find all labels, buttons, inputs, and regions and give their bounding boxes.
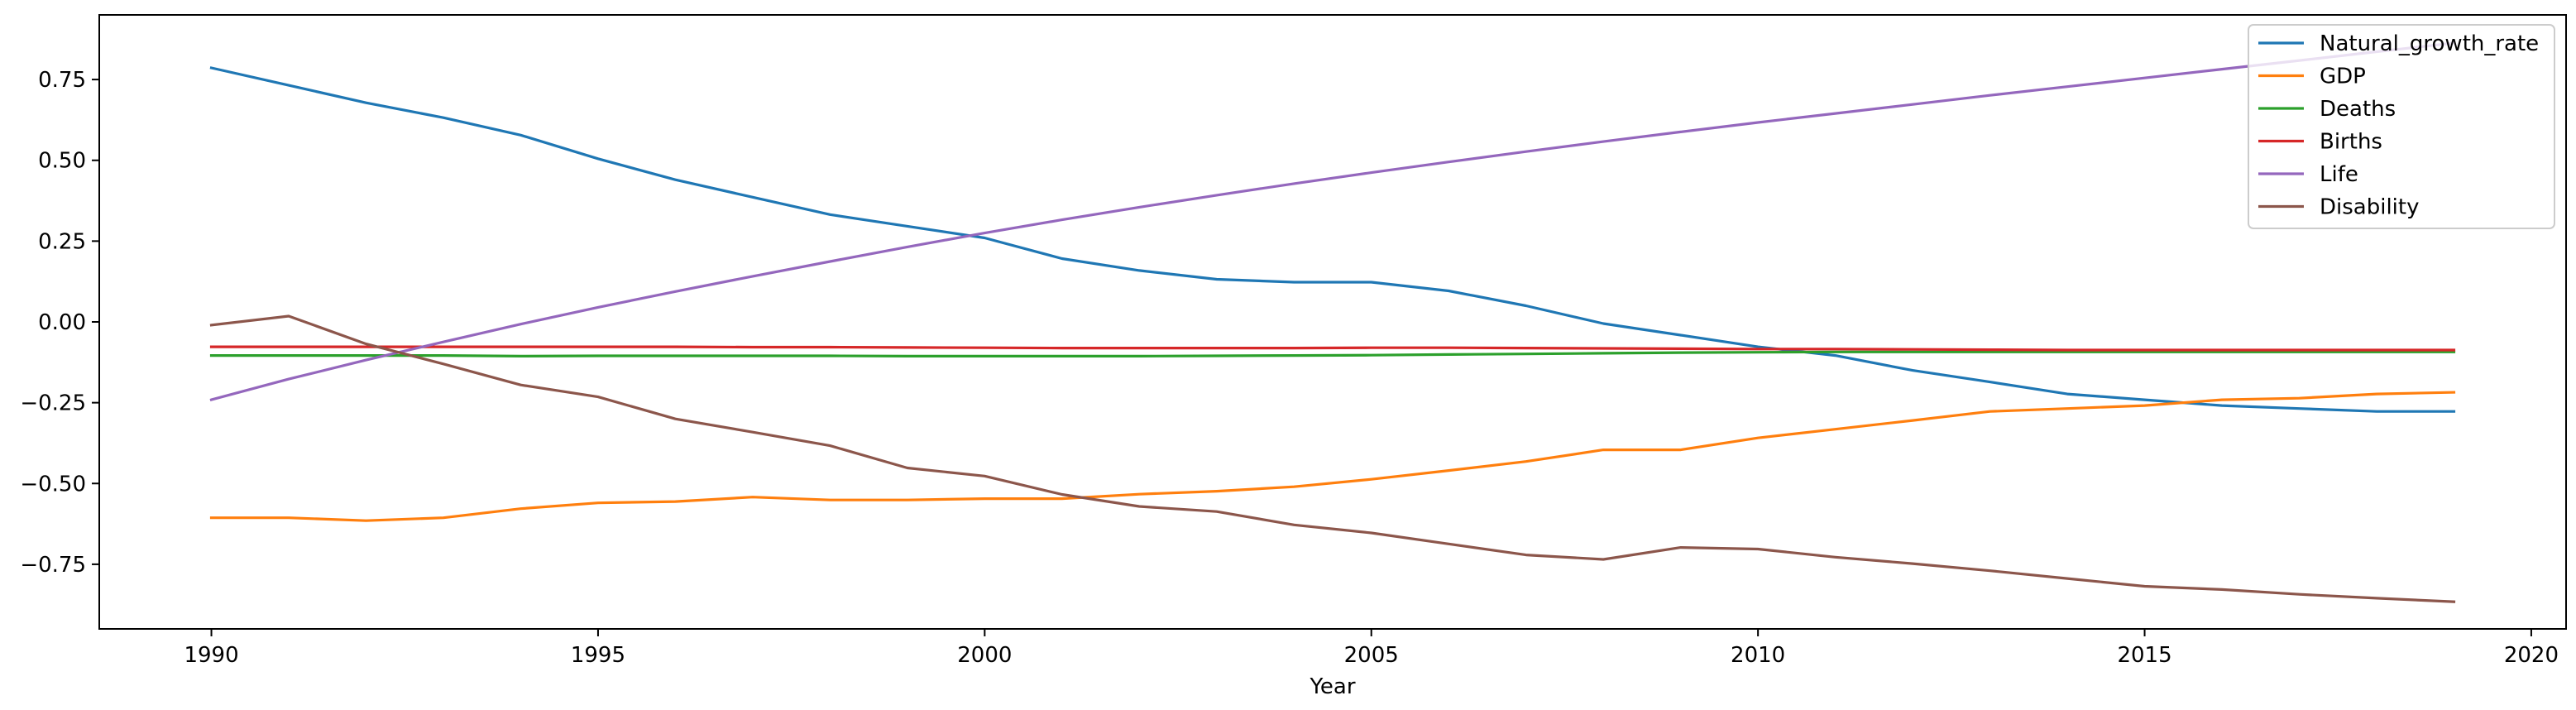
- y-tick-label: 0.25: [38, 229, 86, 254]
- x-tick-label: 2000: [957, 643, 1012, 668]
- legend-label-gdp: GDP: [2320, 65, 2366, 89]
- x-tick-label: 2010: [1731, 643, 1785, 668]
- series-line-disability: [209, 314, 2456, 603]
- series-line-natural-growth-rate: [209, 66, 2456, 413]
- y-tick-label: 0.75: [38, 68, 86, 93]
- x-tick-label: 2020: [2504, 643, 2559, 668]
- x-tick-label: 2005: [1344, 643, 1399, 668]
- series-line-life: [209, 41, 2456, 402]
- y-tick-label: −0.50: [20, 472, 86, 497]
- x-tick-label: 2015: [2117, 643, 2171, 668]
- y-tick-label: −0.25: [20, 391, 86, 416]
- legend-label-births: Births: [2320, 130, 2382, 155]
- x-axis-label: Year: [1309, 674, 1355, 699]
- legend: Natural_growth_rate GDP Deaths Births Life Di…: [2248, 24, 2555, 229]
- legend-label-deaths: Deaths: [2320, 97, 2396, 122]
- y-tick-label: 0.50: [38, 149, 86, 174]
- series-line-births: [209, 345, 2456, 352]
- y-axis: −0.75 −0.50 −0.25 0.00 0.25 0.50 0.75: [20, 68, 99, 578]
- series-line-gdp: [209, 391, 2456, 522]
- legend-label-life: Life: [2320, 162, 2358, 187]
- axes-frame: [98, 14, 2567, 630]
- x-axis: 1990 1995 2000 2005 2010 2015 2020: [184, 629, 2559, 668]
- y-tick-label: 0.00: [38, 310, 86, 335]
- series-lines: [209, 41, 2456, 603]
- legend-label-natural-growth-rate: Natural_growth_rate: [2320, 31, 2539, 56]
- x-tick-label: 1990: [184, 643, 238, 668]
- legend-label-disability: Disability: [2320, 195, 2419, 220]
- y-tick-label: −0.75: [20, 553, 86, 578]
- legend-frame: [2248, 24, 2555, 229]
- series-line-deaths: [209, 350, 2456, 357]
- x-tick-label: 1995: [571, 643, 625, 668]
